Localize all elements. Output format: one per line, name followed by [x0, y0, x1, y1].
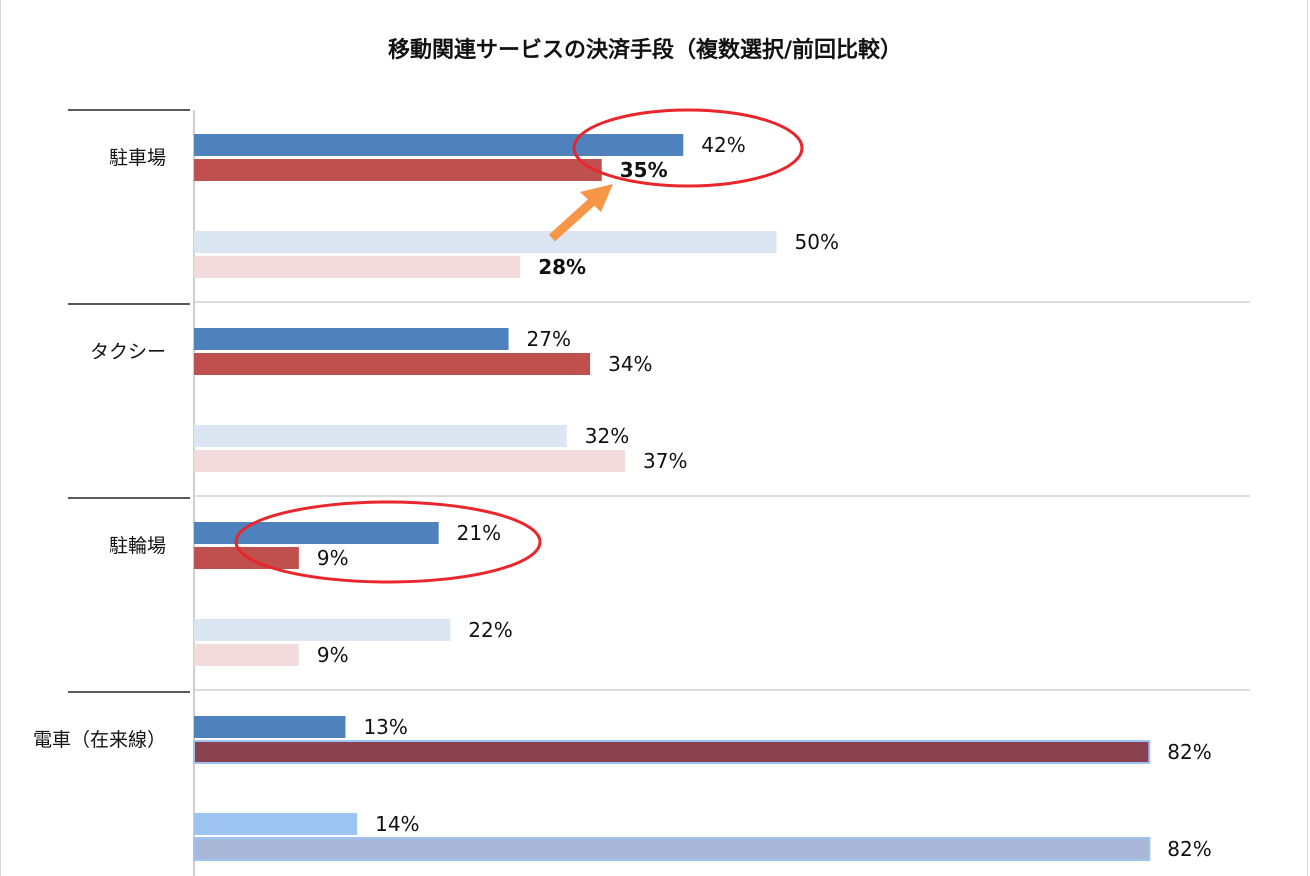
bar	[193, 740, 1151, 764]
bar	[194, 450, 626, 472]
category-label: タクシー	[90, 341, 166, 363]
data-label: 21%	[457, 521, 501, 545]
data-label: 32%	[585, 424, 629, 448]
arrow-head	[580, 184, 613, 212]
data-label: 35%	[620, 158, 668, 182]
bar	[194, 256, 521, 278]
data-label: 82%	[1167, 837, 1211, 861]
bar	[194, 522, 439, 544]
bar	[194, 425, 567, 447]
bar	[194, 134, 684, 156]
bar	[194, 716, 346, 738]
highlight-ellipse	[234, 500, 542, 584]
bar	[194, 619, 451, 641]
bar	[194, 644, 299, 666]
category-label: 駐輪場	[109, 535, 166, 557]
data-label: 37%	[643, 449, 687, 473]
category-label: 駐車場	[109, 147, 166, 169]
data-label: 9%	[317, 546, 349, 570]
data-label: 34%	[608, 352, 652, 376]
bar	[194, 328, 509, 350]
bar	[194, 231, 777, 253]
data-label: 82%	[1167, 740, 1211, 764]
category-label: 電車（在来線）	[33, 729, 166, 751]
data-label: 50%	[795, 230, 839, 254]
data-label: 28%	[538, 255, 586, 279]
data-label: 9%	[317, 643, 349, 667]
bar	[194, 353, 591, 375]
data-label: 14%	[375, 812, 419, 836]
bar	[193, 837, 1151, 861]
bar	[194, 813, 358, 835]
arrow-shaft	[548, 196, 598, 242]
data-label: 27%	[527, 327, 571, 351]
bar	[194, 159, 602, 181]
data-label: 42%	[701, 133, 745, 157]
chart-title: 移動関連サービスの決済手段（複数選択/前回比較）	[387, 38, 903, 63]
data-label: 13%	[363, 715, 407, 739]
data-label: 22%	[468, 618, 512, 642]
highlight-ellipse	[572, 108, 804, 188]
